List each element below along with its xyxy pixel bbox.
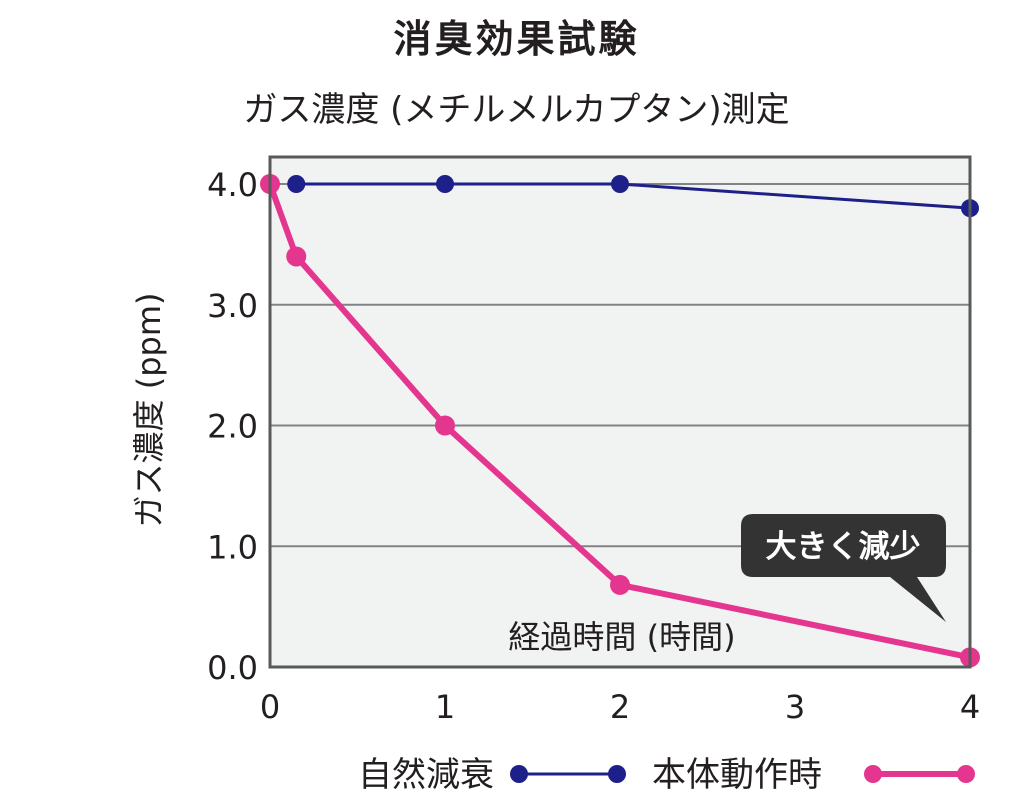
chart-title: 消臭効果試験 xyxy=(393,17,640,61)
legend-item: 自然減衰 xyxy=(358,755,626,795)
data-point xyxy=(287,175,306,193)
data-point xyxy=(611,175,629,193)
data-point xyxy=(286,246,307,267)
y-axis-ticks: 0.0 1.0 2.0 3.0 4.0 xyxy=(207,166,258,687)
y-tick-label: 2.0 xyxy=(207,408,258,446)
legend-item: 本体動作時 xyxy=(652,755,975,795)
x-axis-label: 経過時間 (時間) xyxy=(508,618,735,656)
x-tick-label: 2 xyxy=(610,688,630,726)
y-tick-label: 0.0 xyxy=(207,649,258,687)
y-axis-label: ガス濃度 (ppm) xyxy=(130,293,168,528)
x-tick-label: 4 xyxy=(960,688,980,726)
plot-frame xyxy=(268,155,972,669)
chart-subtitle: ガス濃度 (メチルメルカプタン)測定 xyxy=(243,90,790,130)
x-axis-ticks: 0 1 2 3 4 xyxy=(260,688,980,726)
data-point xyxy=(610,574,630,595)
legend-label: 自然減衰 xyxy=(358,755,494,795)
legend-marker xyxy=(864,765,882,783)
series-line xyxy=(296,182,971,210)
callout-bubble xyxy=(741,514,946,622)
y-tick-label: 4.0 xyxy=(207,166,258,204)
x-tick-label: 1 xyxy=(435,688,455,726)
y-tick-label: 3.0 xyxy=(207,287,258,325)
legend-marker xyxy=(957,765,975,783)
series-group xyxy=(260,174,980,668)
x-tick-label: 0 xyxy=(260,688,280,726)
callout-text: 大きく減少 xyxy=(766,529,921,565)
legend-label: 本体動作時 xyxy=(652,755,822,795)
legend-marker xyxy=(608,765,626,783)
annotation-callout: 大きく減少 xyxy=(741,514,946,622)
y-tick-label: 1.0 xyxy=(207,528,258,566)
x-tick-label: 3 xyxy=(785,688,805,726)
legend-marker xyxy=(510,765,528,783)
legend: 自然減衰 本体動作時 xyxy=(358,755,975,795)
data-point xyxy=(436,175,454,193)
data-point xyxy=(435,415,455,436)
series-1 xyxy=(287,175,979,218)
